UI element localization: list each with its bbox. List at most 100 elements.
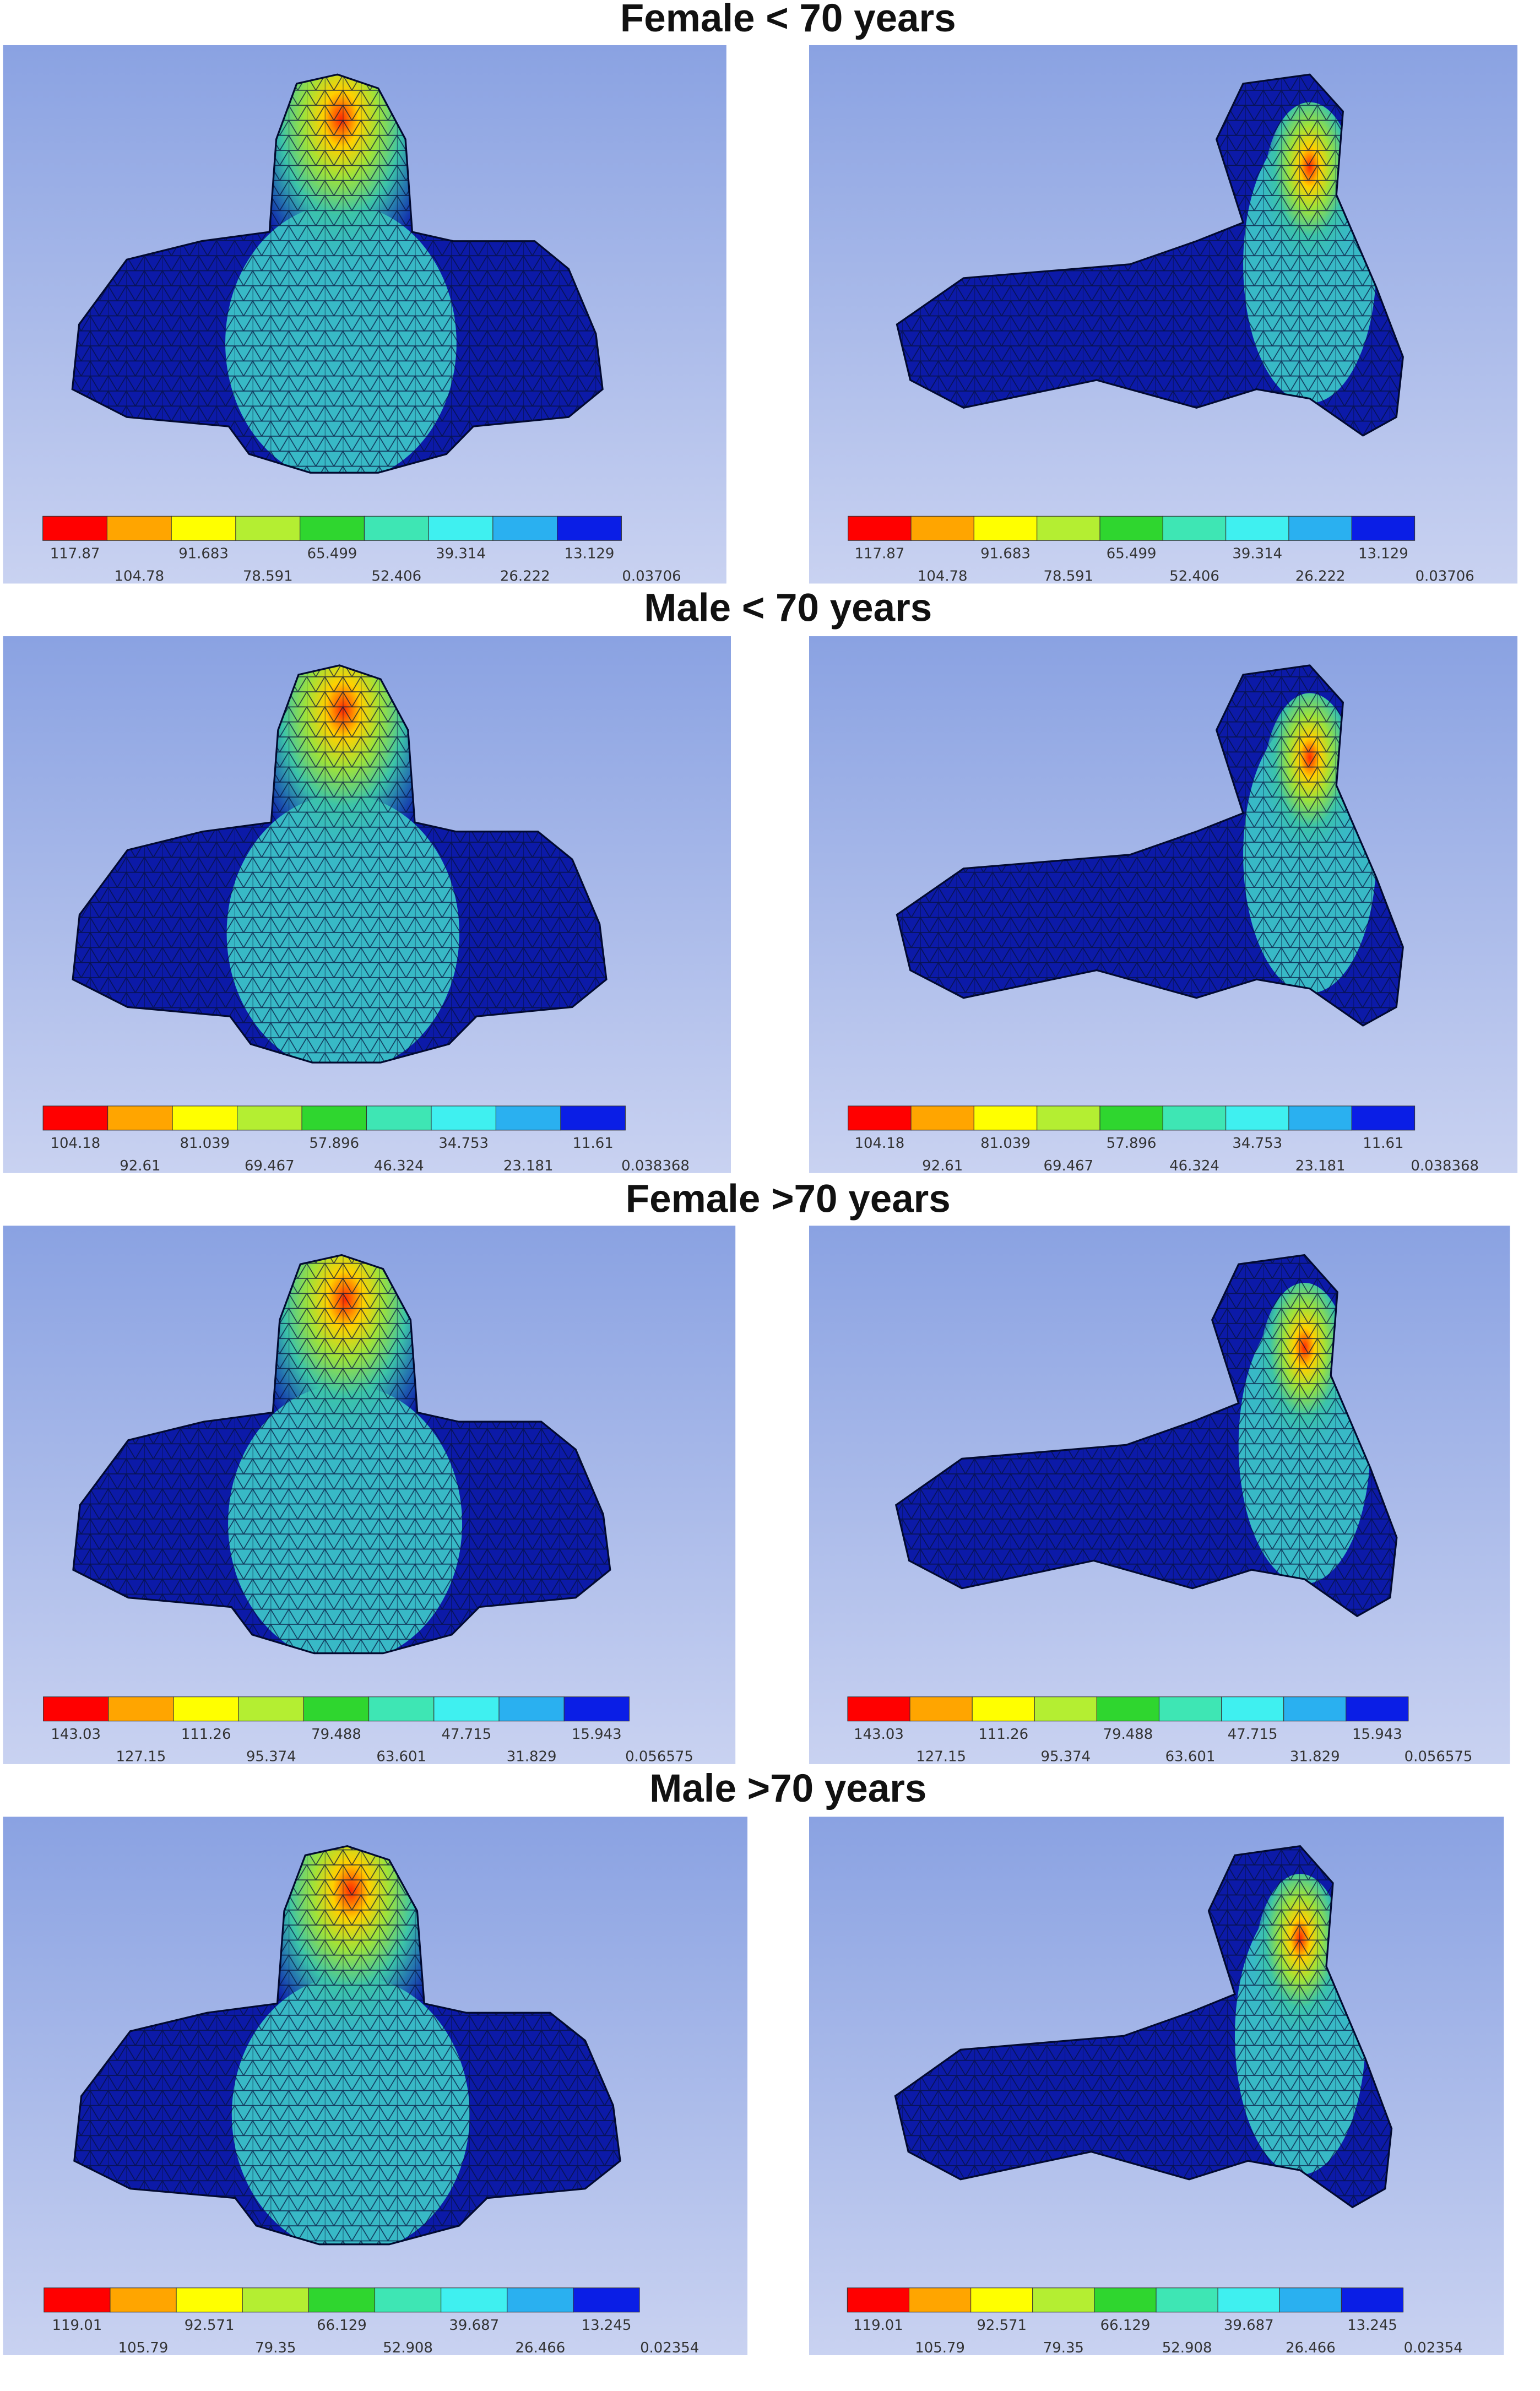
colorbar-label: 47.715	[1228, 1726, 1278, 1743]
colorbar-swatch	[1341, 2287, 1404, 2313]
model-panel: 104.18 92.61 81.039 69.467 57.896 46.324 34.75…	[3, 636, 731, 1174]
colorbar-label: 95.374	[246, 1749, 296, 1765]
colorbar-swatch	[242, 2287, 309, 2313]
model-panel: 117.87 104.78 91.683 78.591 65.499 52.406 39.3…	[3, 45, 726, 584]
colorbar-swatch	[106, 516, 172, 541]
colorbar-label: 104.18	[51, 1135, 101, 1152]
colorbar-swatch	[1099, 516, 1163, 541]
colorbar-label: 79.35	[255, 2340, 296, 2356]
colorbar-label: 52.406	[371, 568, 421, 584]
colorbar-label: 26.222	[500, 568, 550, 584]
colorbar-swatch	[1288, 516, 1352, 541]
colorbar-swatch	[847, 1696, 910, 1722]
colorbar-swatch	[1034, 1696, 1097, 1722]
colorbar-label: 79.488	[311, 1726, 361, 1743]
colorbar-swatch	[368, 1696, 435, 1722]
colorbar-label: 39.314	[436, 545, 486, 562]
colorbar-swatch	[173, 1696, 239, 1722]
colorbar-swatch	[973, 516, 1038, 541]
colorbar-swatch	[1099, 1105, 1163, 1131]
colorbar-swatch	[1094, 2287, 1157, 2313]
vertebra-model	[73, 1255, 610, 1653]
colorbar-label: 127.15	[116, 1749, 166, 1765]
mesh-overlay	[73, 1255, 610, 1653]
mesh-overlay	[896, 1255, 1397, 1617]
colorbar-swatch	[431, 1105, 496, 1131]
mesh-overlay	[72, 74, 603, 473]
colorbar-swatch	[1283, 1696, 1347, 1722]
colorbar-swatch	[1156, 2287, 1218, 2313]
colorbar-label: 0.03706	[1416, 568, 1474, 584]
colorbar-swatch	[301, 1105, 367, 1131]
colorbar-swatch	[909, 1696, 973, 1722]
mesh-overlay	[897, 665, 1403, 1026]
colorbar-swatch	[557, 516, 622, 541]
colorbar-swatch	[1226, 516, 1289, 541]
colorbar-label: 92.571	[977, 2317, 1027, 2334]
colorbar-swatch	[176, 2287, 243, 2313]
colorbar-swatch	[1346, 1696, 1409, 1722]
section-title: Male >70 years	[649, 1767, 926, 1810]
colorbar-swatch	[172, 1105, 238, 1131]
colorbar-swatch	[42, 1105, 109, 1131]
colorbar-label: 143.03	[854, 1726, 904, 1743]
colorbar-label: 117.87	[50, 545, 100, 562]
colorbar-swatch	[300, 516, 365, 541]
colorbar-swatch	[366, 1105, 432, 1131]
colorbar-label: 81.039	[980, 1135, 1031, 1152]
colorbar-label: 52.406	[1169, 568, 1219, 584]
colorbar-swatch	[44, 2287, 111, 2313]
colorbar-label: 39.687	[1224, 2317, 1274, 2334]
colorbar-swatch	[1096, 1696, 1160, 1722]
colorbar-swatch	[492, 516, 558, 541]
colorbar-swatch	[303, 1696, 370, 1722]
colorbar-label: 127.15	[916, 1749, 966, 1765]
colorbar-label: 26.466	[1286, 2340, 1336, 2356]
colorbar-swatch	[235, 516, 301, 541]
mesh-overlay	[895, 1846, 1392, 2208]
colorbar-label: 63.601	[376, 1749, 426, 1765]
vertebra-model	[72, 74, 603, 473]
colorbar-swatch	[848, 1105, 912, 1131]
colorbar-label: 39.687	[449, 2317, 499, 2334]
colorbar-label: 65.499	[307, 545, 357, 562]
vertebra-model	[896, 1255, 1397, 1617]
colorbar-swatch	[910, 516, 974, 541]
colorbar-label: 78.591	[243, 568, 293, 584]
colorbar-label: 79.35	[1043, 2340, 1084, 2356]
colorbar-swatch	[1217, 2287, 1280, 2313]
colorbar-label: 0.03706	[622, 568, 681, 584]
colorbar-label: 39.314	[1232, 545, 1282, 562]
model-panel: 119.01 105.79 92.571 79.35 66.129 52.908 39.68…	[809, 1817, 1504, 2356]
model-panel: 119.01 105.79 92.571 79.35 66.129 52.908 39.68…	[3, 1817, 748, 2356]
colorbar-swatch	[498, 1696, 565, 1722]
colorbar-label: 13.129	[565, 545, 615, 562]
colorbar-label: 47.715	[442, 1726, 492, 1743]
colorbar-swatch	[110, 2287, 177, 2313]
model-edge	[894, 1254, 1398, 1618]
colorbar-swatch	[108, 1696, 174, 1722]
colorbar-label: 65.499	[1107, 545, 1157, 562]
model-edge	[896, 664, 1404, 1027]
colorbar-swatch	[1032, 2287, 1095, 2313]
mesh-overlay	[74, 1846, 621, 2244]
colorbar-label: 15.943	[572, 1726, 622, 1743]
colorbar-swatch	[433, 1696, 500, 1722]
colorbar-swatch	[908, 2287, 972, 2313]
colorbar-swatch	[171, 516, 236, 541]
colorbar-swatch	[1162, 1105, 1227, 1131]
colorbar-label: 79.488	[1103, 1726, 1153, 1743]
colorbar-swatch	[495, 1105, 561, 1131]
colorbar-label: 57.896	[309, 1135, 359, 1152]
colorbar-swatch	[441, 2287, 508, 2313]
model-panel: 143.03 127.15 111.26 95.374 79.488 63.601 47.7…	[3, 1226, 736, 1765]
colorbar-swatch	[308, 2287, 376, 2313]
colorbar-label: 143.03	[51, 1726, 101, 1743]
colorbar-label: 0.02354	[640, 2340, 699, 2356]
model-panel: 117.87 104.78 91.683 78.591 65.499 52.406 39.3…	[809, 45, 1518, 584]
colorbar-swatch	[1037, 1105, 1100, 1131]
colorbar-swatch	[1226, 1105, 1289, 1131]
colorbar-label: 119.01	[853, 2317, 903, 2334]
colorbar-label: 63.601	[1165, 1749, 1216, 1765]
